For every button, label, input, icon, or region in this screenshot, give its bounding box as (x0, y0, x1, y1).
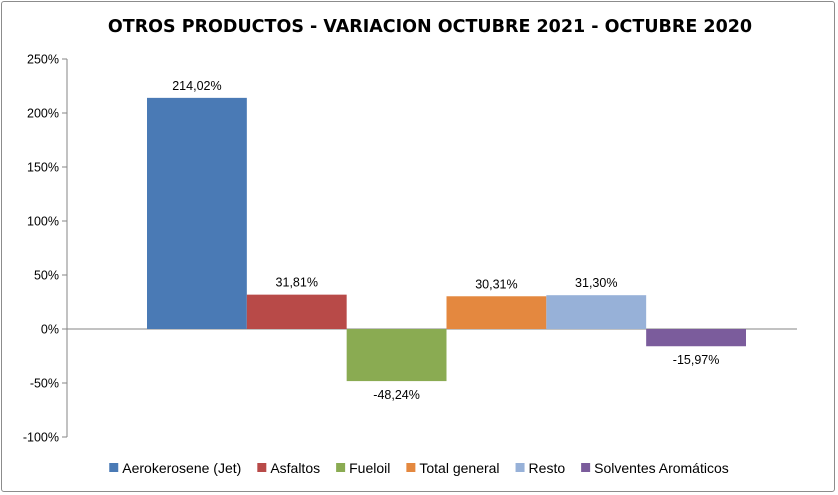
legend-label: Resto (529, 460, 566, 476)
y-tick-label: 150% (27, 161, 59, 175)
legend-label: Total general (419, 460, 499, 476)
data-label: 30,31% (475, 277, 517, 291)
data-label: 31,81% (276, 276, 318, 290)
y-tick-label: -100% (23, 431, 59, 445)
bar-solventes-arom-ticos (646, 329, 746, 347)
legend-swatch (257, 463, 267, 472)
legend-label: Asfaltos (270, 460, 320, 476)
legend-label: Aerokerosene (Jet) (122, 460, 241, 476)
legend-swatch (109, 463, 119, 472)
bar-resto (546, 295, 647, 329)
bar-fueloil (346, 329, 447, 382)
y-tick-label: -50% (30, 377, 59, 391)
data-label: 214,02% (172, 79, 221, 93)
data-label: -15,97% (673, 353, 720, 367)
chart-title: OTROS PRODUCTOS - VARIACION OCTUBRE 2021… (108, 17, 752, 37)
y-tick-label: 0% (41, 323, 59, 337)
legend-swatch (406, 463, 416, 472)
y-tick-label: 250% (27, 53, 59, 67)
legend-label: Fueloil (349, 460, 390, 476)
data-labels: 214,02% 31,81% -48,24% 30,31% 31,30% -15,97% (172, 79, 719, 402)
y-tick-label: 200% (27, 107, 59, 121)
y-axis: 250% 200% 150% 100% 50% 0% -50% -100% (23, 53, 797, 445)
legend-label: Solventes Aromáticos (594, 460, 729, 476)
data-label: -48,24% (373, 388, 420, 402)
legend: Aerokerosene (Jet) Asfaltos Fueloil Total g… (109, 460, 729, 476)
legend-swatch (336, 463, 346, 472)
legend-swatch (515, 463, 525, 472)
bar-asfaltos (246, 294, 347, 329)
y-tick-label: 100% (27, 215, 59, 229)
y-tick-label: 50% (34, 269, 59, 283)
legend-swatch (581, 463, 591, 472)
bar-aerokerosene-jet (147, 97, 247, 329)
bars (147, 97, 746, 382)
bar-total-general (446, 296, 547, 329)
data-label: 31,30% (575, 276, 617, 290)
